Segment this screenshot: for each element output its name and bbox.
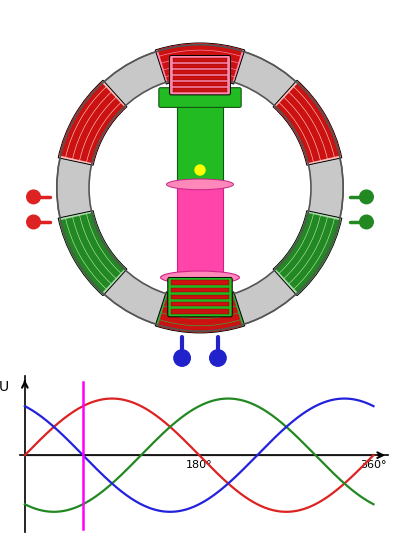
Circle shape	[89, 77, 311, 299]
Bar	[171, 302, 229, 307]
Wedge shape	[166, 293, 234, 304]
Wedge shape	[160, 50, 240, 63]
Bar	[173, 64, 227, 68]
Bar	[177, 95, 223, 184]
FancyBboxPatch shape	[159, 88, 241, 107]
Wedge shape	[273, 80, 342, 165]
Wedge shape	[289, 88, 334, 158]
Wedge shape	[66, 88, 111, 158]
Bar	[177, 184, 223, 278]
Wedge shape	[280, 214, 320, 278]
Bar	[173, 76, 227, 80]
Wedge shape	[284, 92, 327, 160]
Bar	[173, 82, 227, 86]
Bar	[173, 88, 227, 92]
Bar	[173, 59, 227, 62]
Wedge shape	[155, 292, 245, 333]
Wedge shape	[87, 213, 125, 273]
Wedge shape	[289, 217, 334, 288]
Bar	[171, 280, 229, 285]
Wedge shape	[275, 213, 313, 273]
Wedge shape	[158, 320, 242, 332]
Wedge shape	[162, 57, 238, 69]
Circle shape	[360, 190, 373, 204]
Wedge shape	[284, 216, 327, 284]
Wedge shape	[87, 103, 125, 163]
Wedge shape	[80, 214, 120, 278]
Circle shape	[174, 350, 190, 366]
Bar	[171, 309, 229, 314]
Ellipse shape	[166, 179, 234, 190]
Wedge shape	[275, 103, 313, 163]
Wedge shape	[58, 80, 127, 165]
Wedge shape	[160, 313, 240, 325]
Bar	[171, 295, 229, 299]
Wedge shape	[58, 211, 127, 296]
Wedge shape	[73, 216, 116, 284]
Bar	[171, 288, 229, 292]
Circle shape	[27, 190, 40, 204]
Wedge shape	[294, 82, 341, 157]
Wedge shape	[155, 43, 245, 84]
FancyBboxPatch shape	[168, 278, 232, 317]
Wedge shape	[80, 98, 120, 162]
Wedge shape	[164, 300, 236, 311]
Wedge shape	[59, 82, 106, 157]
Circle shape	[360, 215, 373, 229]
Wedge shape	[59, 219, 106, 294]
Wedge shape	[280, 98, 320, 162]
Wedge shape	[162, 307, 238, 318]
Wedge shape	[166, 72, 234, 83]
Wedge shape	[164, 65, 236, 76]
Circle shape	[27, 215, 40, 229]
Bar	[173, 70, 227, 74]
Wedge shape	[73, 92, 116, 160]
Circle shape	[210, 350, 226, 366]
Wedge shape	[273, 211, 342, 296]
Wedge shape	[57, 45, 343, 331]
FancyBboxPatch shape	[170, 55, 230, 95]
Wedge shape	[294, 219, 341, 294]
Circle shape	[195, 165, 205, 175]
Wedge shape	[66, 217, 111, 288]
Ellipse shape	[161, 271, 239, 284]
Text: U: U	[0, 380, 8, 394]
Wedge shape	[158, 43, 242, 56]
